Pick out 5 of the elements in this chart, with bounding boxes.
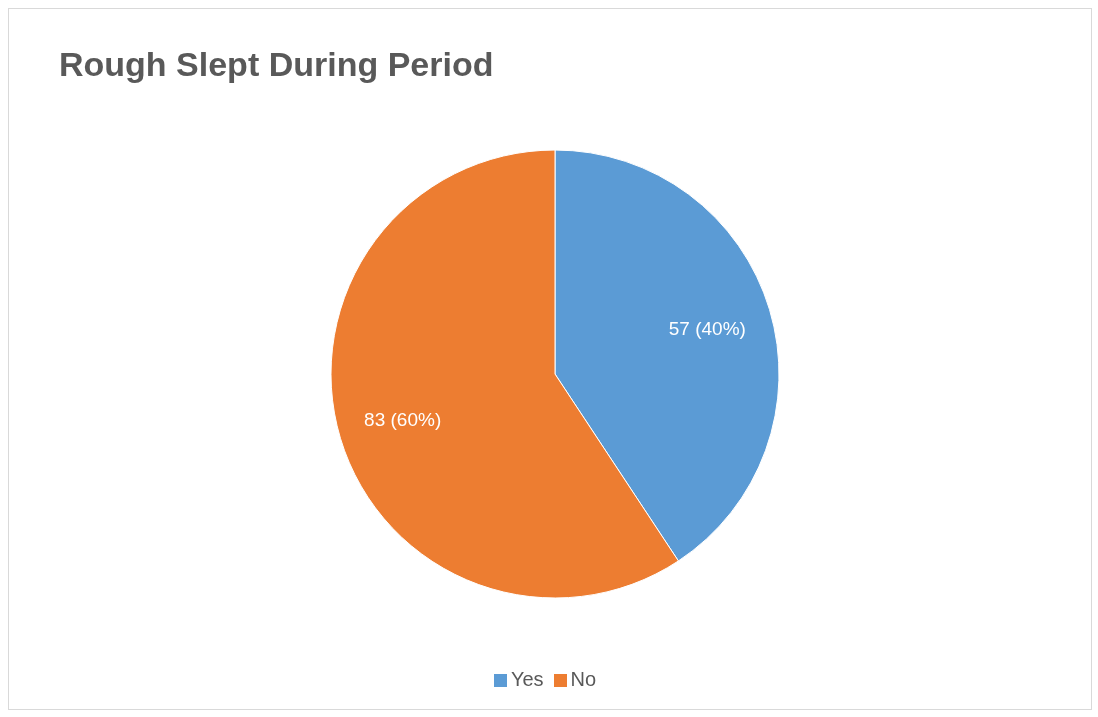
data-label: 83 (60%) xyxy=(364,409,442,431)
chart-title: Rough Slept During Period xyxy=(59,45,494,84)
legend-label: Yes xyxy=(510,668,544,690)
data-label: 57 (40%) xyxy=(668,317,746,339)
legend-label: No xyxy=(570,668,597,690)
